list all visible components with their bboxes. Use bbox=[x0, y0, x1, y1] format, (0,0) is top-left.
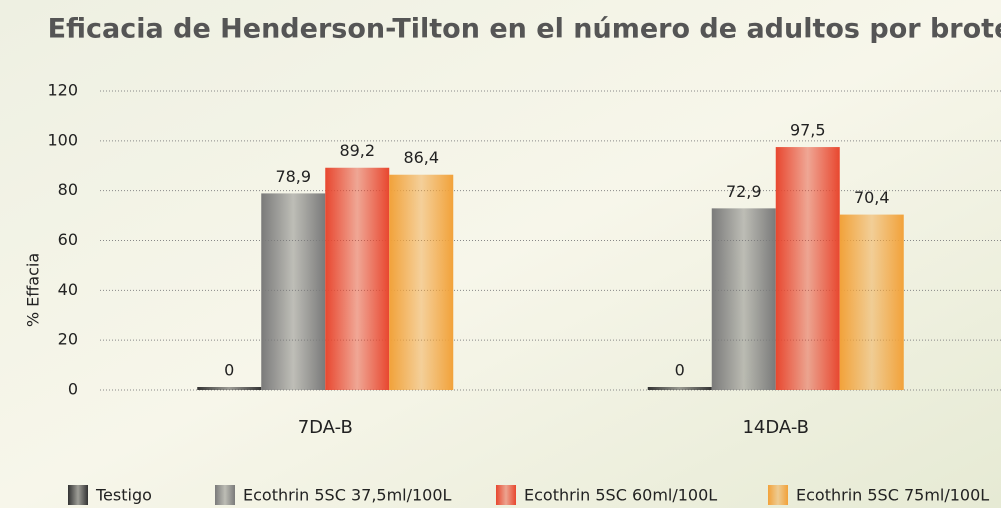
bar bbox=[839, 214, 904, 390]
y-tick-label: 60 bbox=[58, 230, 78, 249]
legend-swatch bbox=[215, 485, 235, 505]
value-label: 70,4 bbox=[854, 188, 890, 207]
legend-swatch bbox=[496, 485, 516, 505]
bar bbox=[711, 208, 776, 390]
x-tick-label: 14DA-B bbox=[742, 417, 809, 438]
x-tick-label: 7DA-B bbox=[298, 417, 353, 438]
value-label: 0 bbox=[675, 361, 685, 380]
bar bbox=[325, 167, 390, 390]
value-label: 0 bbox=[224, 361, 234, 380]
legend-swatch bbox=[768, 485, 788, 505]
y-tick-label: 100 bbox=[47, 130, 78, 149]
bar bbox=[647, 387, 712, 390]
legend-label: Ecothrin 5SC 60ml/100L bbox=[524, 486, 717, 505]
bar bbox=[775, 147, 840, 390]
chart-title: Eficacia de Henderson-Tilton en el númer… bbox=[48, 14, 1001, 45]
y-tick-label: 40 bbox=[58, 280, 78, 299]
value-label: 86,4 bbox=[403, 148, 439, 167]
y-tick-label: 80 bbox=[58, 180, 78, 199]
legend-swatch bbox=[68, 485, 88, 505]
legend-label: Testigo bbox=[95, 486, 152, 505]
bar bbox=[389, 174, 454, 390]
value-label: 89,2 bbox=[339, 141, 375, 160]
bar bbox=[261, 193, 326, 390]
value-label: 78,9 bbox=[275, 167, 311, 186]
y-tick-label: 20 bbox=[58, 330, 78, 349]
value-label: 72,9 bbox=[726, 182, 762, 201]
y-tick-label: 120 bbox=[47, 81, 78, 100]
bar bbox=[197, 387, 262, 390]
value-label: 97,5 bbox=[790, 121, 826, 140]
legend-label: Ecothrin 5SC 37,5ml/100L bbox=[243, 486, 452, 505]
legend-label: Ecothrin 5SC 75ml/100L bbox=[796, 486, 989, 505]
y-tick-label: 0 bbox=[68, 380, 78, 399]
y-axis-label: % Effacia bbox=[24, 253, 43, 327]
